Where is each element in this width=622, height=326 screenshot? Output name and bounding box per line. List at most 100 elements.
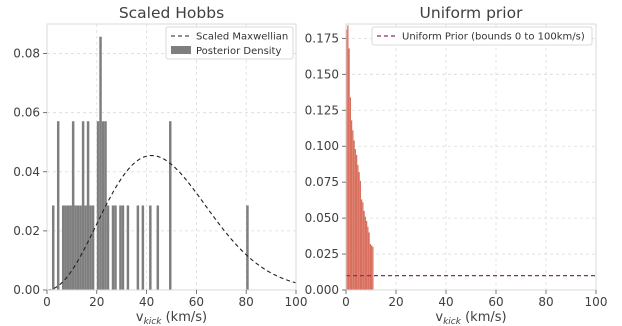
- chart-title-left: Scaled Hobbs: [119, 4, 224, 22]
- histogram-bar: [89, 205, 92, 290]
- series-line-scaled-maxwellian: [46, 154, 297, 291]
- histogram-bar: [358, 172, 360, 290]
- histogram-bar: [169, 121, 172, 290]
- panel-scaled-hobbs: 0 20 40 60 80 100 0.00 0.02 0.04 0.06 0.08 Scaled…: [13, 4, 307, 326]
- histogram-bar: [351, 120, 353, 290]
- histogram-bar: [367, 226, 369, 290]
- histogram-bar: [353, 140, 355, 290]
- x-axis-title-unit: (km/s): [461, 310, 507, 325]
- x-tick-label: 100: [585, 295, 608, 309]
- histogram-bar: [357, 164, 359, 290]
- x-tick-label: 0: [342, 295, 350, 309]
- axes-frame-left: [46, 23, 297, 291]
- y-tick-label: 0.075: [305, 175, 339, 189]
- histogram-bar: [101, 121, 105, 290]
- y-tick-label: 0.02: [13, 224, 40, 238]
- x-axis-ticks-right: 0 20 40 60 80 100: [342, 290, 607, 309]
- legend-right: Uniform Prior (bounds 0 to 100km/s): [371, 26, 593, 46]
- x-tick-label: 20: [388, 295, 403, 309]
- chart-title-right: Uniform prior: [420, 4, 524, 22]
- histogram-bar: [126, 205, 130, 290]
- y-axis-ticks-left: 0.00 0.02 0.04 0.06 0.08: [13, 47, 47, 297]
- x-axis-title-unit: (km/s): [161, 310, 207, 325]
- histogram-bar: [51, 205, 55, 290]
- x-axis-title-main: v: [435, 310, 443, 325]
- histogram-bar: [363, 210, 365, 290]
- histogram-bar: [136, 205, 140, 290]
- x-tick-label: 40: [139, 295, 154, 309]
- y-tick-label: 0.000: [305, 283, 339, 297]
- legend-label-posterior-density: Posterior Density: [196, 46, 281, 57]
- legend-label-scaled-maxwellian: Scaled Maxwellian: [196, 32, 288, 43]
- histogram-bar: [76, 205, 80, 290]
- histogram-bar: [149, 205, 152, 290]
- plot-area-right: [346, 24, 596, 290]
- histogram-bar: [81, 121, 85, 290]
- x-axis-title-subscript: kick: [443, 317, 462, 326]
- histogram-bar: [364, 216, 366, 290]
- histogram-bar: [369, 243, 371, 290]
- legend-label-uniform-prior: Uniform Prior (bounds 0 to 100km/s): [402, 32, 585, 43]
- histogram-bar: [71, 121, 75, 290]
- histogram-bar: [354, 149, 356, 290]
- y-tick-label: 0.025: [305, 247, 339, 261]
- histogram-bar: [114, 205, 117, 290]
- y-tick-label: 0.150: [305, 67, 339, 81]
- x-tick-label: 80: [239, 295, 254, 309]
- histogram-bar: [366, 220, 368, 290]
- histogram-bar: [64, 205, 67, 290]
- histogram-bar: [368, 232, 370, 290]
- y-axis-ticks-right: 0.000 0.025 0.050 0.075 0.100 0.125 0.150 0.175: [305, 31, 346, 297]
- x-tick-label: 20: [89, 295, 104, 309]
- histogram-bar: [86, 121, 90, 290]
- x-axis-title-subscript: kick: [144, 317, 163, 326]
- histogram-bar: [348, 48, 350, 291]
- histogram-bar: [119, 205, 122, 290]
- histogram-bar: [361, 199, 363, 290]
- legend-left: Scaled Maxwellian Posterior Density: [165, 26, 294, 60]
- histogram-bar: [96, 121, 100, 290]
- x-axis-title-main: v: [136, 310, 144, 325]
- histogram-bar: [106, 205, 110, 290]
- histogram-bar: [56, 121, 60, 290]
- histogram-bar: [61, 205, 65, 290]
- x-tick-label: 60: [189, 295, 204, 309]
- histogram-bar: [111, 205, 115, 290]
- histogram-bar: [372, 246, 374, 290]
- histogram-bar: [156, 205, 160, 290]
- histogram-bar: [91, 205, 95, 290]
- histogram-bar: [356, 154, 358, 290]
- histogram-bar: [141, 205, 145, 290]
- y-tick-label: 0.00: [13, 283, 40, 297]
- y-tick-label: 0.100: [305, 139, 339, 153]
- x-tick-label: 100: [285, 295, 308, 309]
- histogram-bar: [347, 25, 349, 291]
- histogram-bar: [346, 29, 348, 291]
- histogram-bar: [121, 205, 125, 290]
- x-tick-label: 40: [438, 295, 453, 309]
- panel-uniform-prior: 0 20 40 60 80 100 0.0000.0250.0500.0750.1000.…: [305, 4, 608, 326]
- histogram-bar: [362, 202, 364, 290]
- histogram-bar: [66, 205, 70, 290]
- histogram-bar: [352, 130, 354, 290]
- histogram-bar: [99, 36, 102, 290]
- y-tick-label: 0.175: [305, 31, 339, 45]
- x-axis-title-right: vkick (km/s): [435, 310, 506, 326]
- legend-box-left: [165, 26, 294, 60]
- histogram-right: [346, 25, 374, 291]
- y-tick-label: 0.04: [13, 165, 40, 179]
- x-tick-label: 60: [488, 295, 503, 309]
- histogram-bar: [246, 205, 249, 290]
- axes-frame-right: [345, 23, 597, 291]
- y-tick-label: 0.06: [13, 106, 40, 120]
- x-axis-ticks-left: 0 20 40 60 80 100: [43, 290, 307, 309]
- y-tick-label: 0.050: [305, 211, 339, 225]
- y-tick-label: 0.125: [305, 103, 339, 117]
- legend-marker-posterior-density: [171, 46, 191, 54]
- histogram-bar: [349, 97, 351, 290]
- y-tick-label: 0.08: [13, 47, 40, 61]
- histogram-bar: [69, 205, 72, 290]
- histogram-bar: [74, 205, 77, 290]
